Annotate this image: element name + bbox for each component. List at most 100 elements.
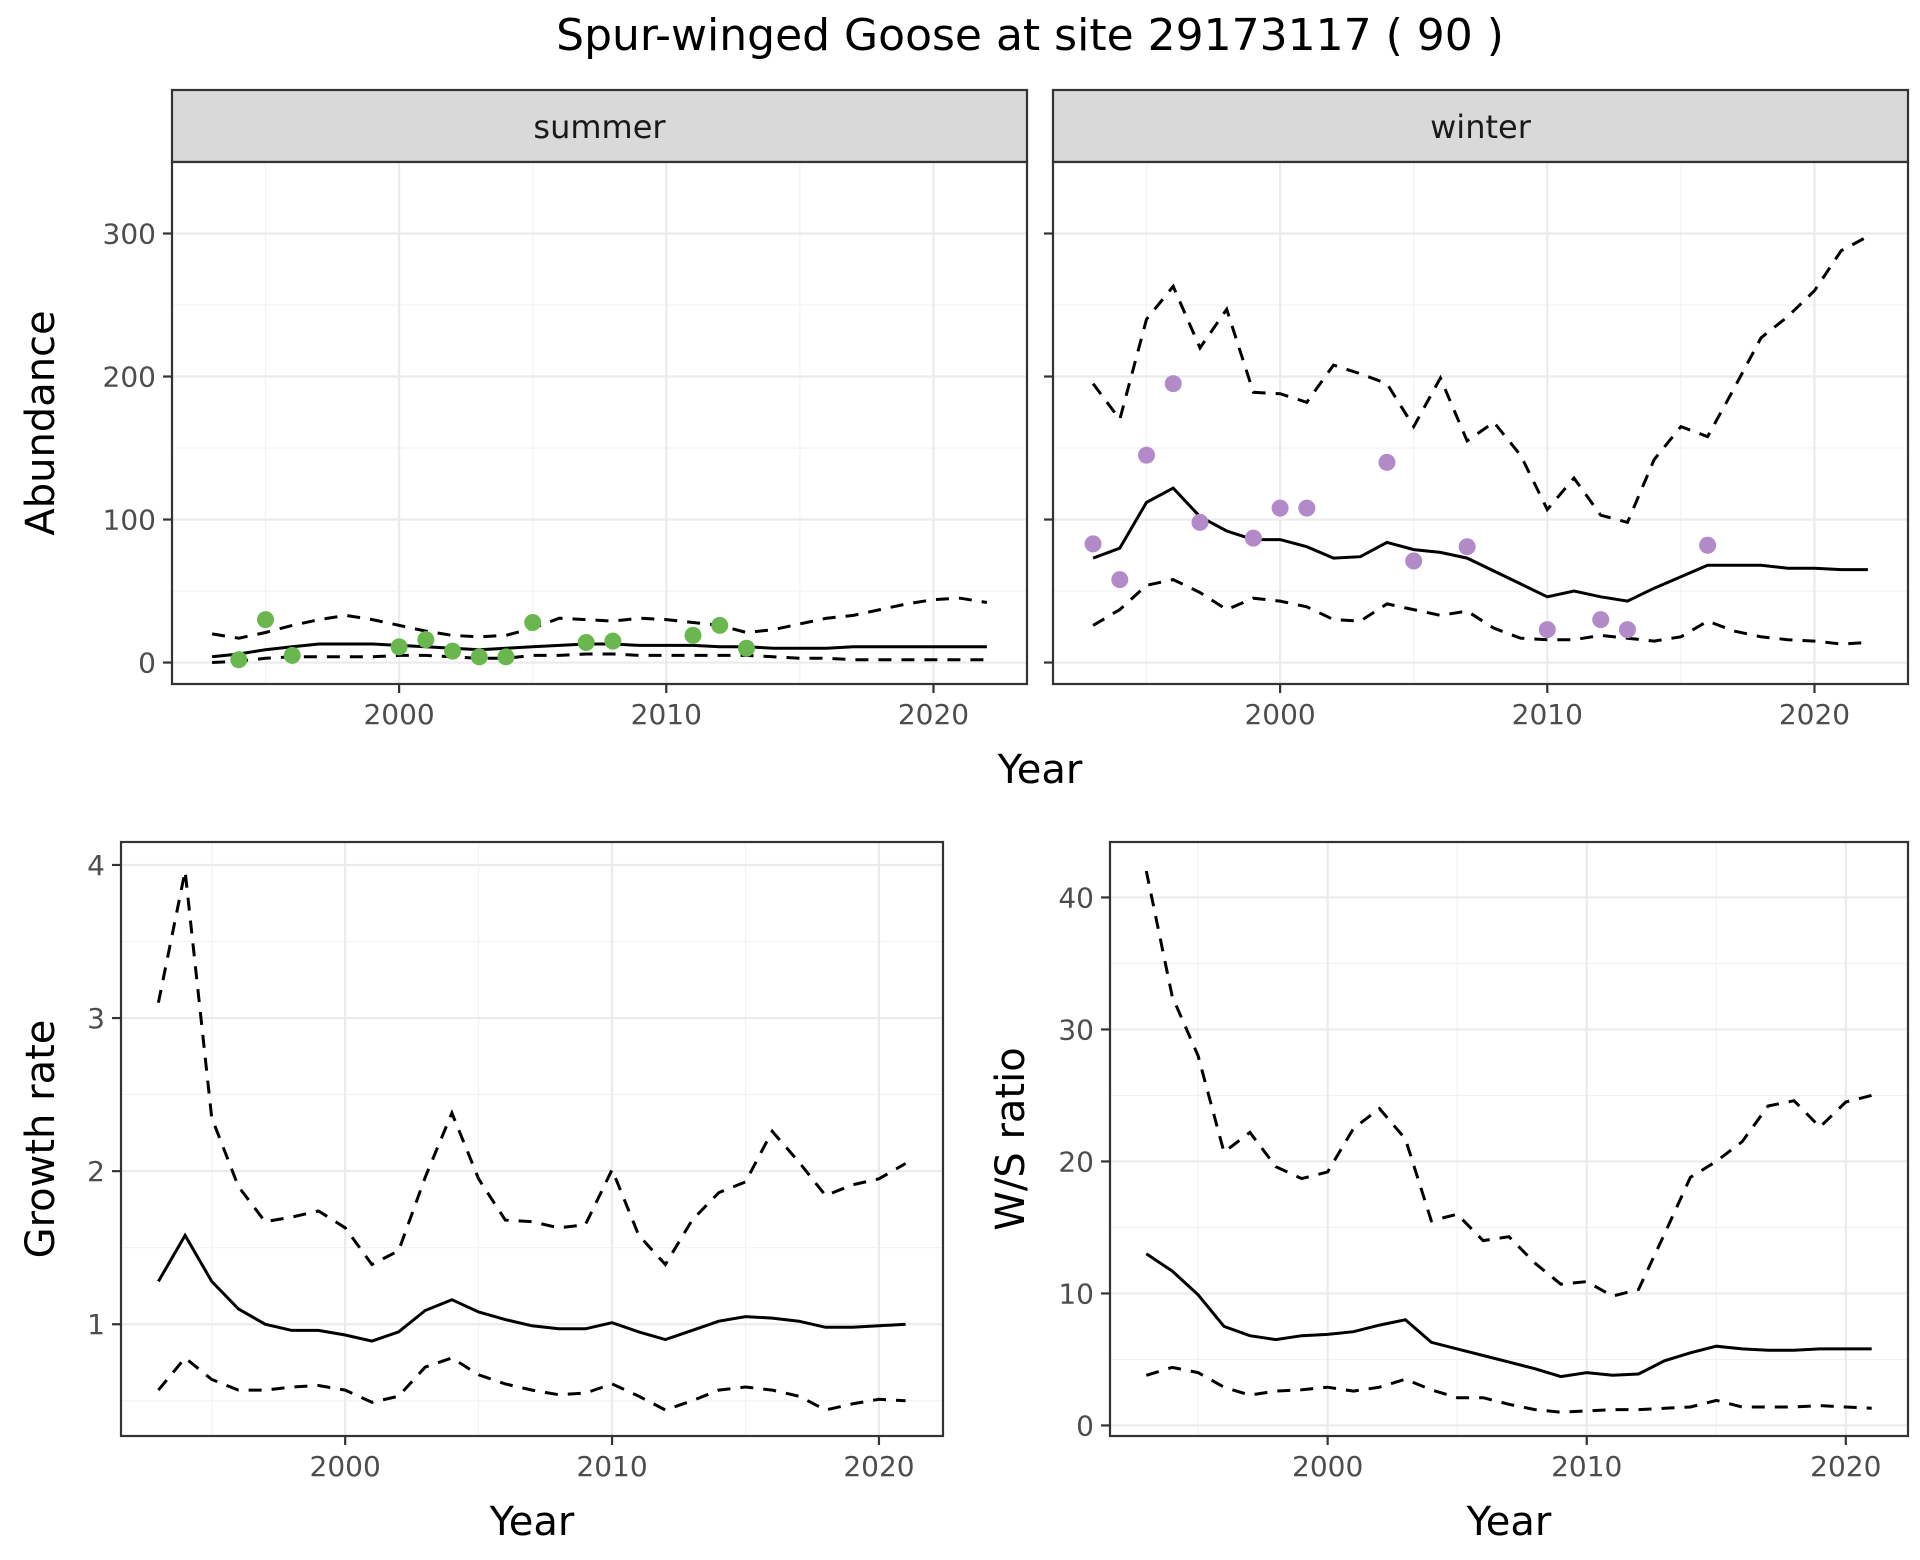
series-lines: [1144, 870, 1873, 1414]
panel-growth-rate: 2000 2010 2020 1 2 3 4: [87, 840, 945, 1483]
panel-abundance-winter: winter 2000 2010 2020: [1044, 88, 1910, 731]
series-line-upper: [156, 870, 907, 1267]
y-tick-label: 30: [1058, 1013, 1094, 1046]
series-line-mean: [157, 1232, 906, 1343]
y-tick-label: 40: [1058, 881, 1094, 914]
data-point-summer: [577, 634, 595, 652]
series-line-upper: [1091, 235, 1869, 525]
x-tick-label: 2000: [310, 1450, 381, 1483]
chart-title: Spur-winged Goose at site 29173117 ( 90 …: [556, 10, 1504, 61]
y-tick-label: 1: [87, 1308, 105, 1341]
y-axis-title-growth: Growth rate: [18, 1020, 64, 1259]
y-tick-label: 200: [103, 361, 156, 394]
axes: 2000 2010 2020: [1044, 232, 1850, 731]
data-point-winter: [1084, 535, 1102, 553]
x-tick-label: 2010: [631, 698, 702, 731]
series-lines: [211, 596, 988, 664]
data-point-winter: [1378, 453, 1396, 471]
y-tick-label: 100: [103, 504, 156, 537]
data-point-summer: [684, 626, 702, 644]
data-point-winter: [1298, 499, 1316, 517]
data-point-summer: [390, 638, 408, 656]
grid: [1053, 162, 1908, 684]
strip-label-summer: summer: [533, 108, 666, 146]
panel-border: [119, 840, 945, 1438]
data-point-summer: [497, 648, 515, 666]
strip-label-winter: winter: [1430, 108, 1532, 146]
data-point-winter: [1538, 621, 1556, 639]
axes: 2000 2010 2020 0 100 200 300: [103, 218, 970, 731]
x-axis-title-ws: Year: [1466, 1499, 1552, 1545]
data-point-summer: [444, 642, 462, 660]
y-tick-label: 10: [1058, 1277, 1094, 1310]
observed-points: [1084, 375, 1717, 639]
x-axis-title-growth: Year: [489, 1499, 575, 1545]
panel-background: [1110, 842, 1908, 1436]
series-line-mean: [1145, 1252, 1872, 1379]
grid: [1110, 842, 1908, 1436]
data-point-winter: [1191, 513, 1209, 531]
panel-background: [172, 162, 1027, 684]
panel-border: [1051, 160, 1910, 686]
data-point-winter: [1458, 538, 1476, 556]
data-point-winter: [1271, 499, 1289, 517]
data-point-summer: [230, 651, 248, 669]
data-point-winter: [1405, 552, 1423, 570]
y-tick-label: 3: [87, 1002, 105, 1035]
y-tick-label: 4: [87, 849, 105, 882]
y-tick-label: 0: [138, 647, 156, 680]
x-tick-label: 2000: [1292, 1450, 1363, 1483]
axes: 2000 2010 2020 1 2 3 4: [87, 849, 914, 1483]
series-line-mean: [1092, 486, 1868, 603]
series-line-upper: [1144, 870, 1873, 1298]
grid: [121, 842, 943, 1436]
data-point-summer: [604, 632, 622, 650]
strip-summer: [170, 88, 1029, 164]
data-point-summer: [257, 611, 275, 629]
data-point-summer: [737, 639, 755, 657]
x-tick-label: 2000: [363, 698, 434, 731]
y-tick-label: 0: [1076, 1409, 1094, 1442]
axes: 2000 2010 2020 0 10 20 30 40: [1058, 881, 1881, 1483]
data-point-winter: [1111, 571, 1129, 589]
x-axis-title-top: Year: [997, 747, 1083, 793]
panel-background: [121, 842, 943, 1436]
observed-points: [230, 611, 755, 669]
series-line-lower: [157, 1355, 906, 1412]
series-line-lower: [212, 652, 987, 664]
y-tick-label: 2: [87, 1155, 105, 1188]
panel-border: [170, 160, 1029, 686]
x-tick-label: 2010: [576, 1450, 647, 1483]
y-axis-title-abundance: Abundance: [18, 310, 64, 535]
series-line-lower: [1092, 578, 1868, 646]
data-point-winter: [1592, 611, 1610, 629]
data-point-winter: [1618, 621, 1636, 639]
panel-abundance-summer: summer 2000 2010 2020 0 100 200 300: [103, 88, 1029, 731]
data-point-winter: [1699, 536, 1717, 554]
panel-border: [1108, 840, 1910, 1438]
x-tick-label: 2020: [1779, 698, 1850, 731]
data-point-summer: [470, 648, 488, 666]
series-line-mean: [211, 642, 987, 659]
data-point-winter: [1164, 375, 1182, 393]
y-tick-label: 20: [1058, 1145, 1094, 1178]
data-point-summer: [524, 614, 542, 632]
panel-background: [1053, 162, 1908, 684]
y-axis-title-ws: W/S ratio: [988, 1047, 1034, 1230]
x-tick-label: 2020: [1810, 1450, 1881, 1483]
x-tick-label: 2020: [898, 698, 969, 731]
data-point-summer: [711, 616, 729, 634]
series-line-upper: [211, 596, 988, 640]
x-tick-label: 2010: [1512, 698, 1583, 731]
series-line-lower: [1145, 1365, 1872, 1414]
series-lines: [156, 870, 907, 1412]
data-point-winter: [1138, 446, 1156, 464]
x-tick-label: 2020: [843, 1450, 914, 1483]
x-tick-label: 2000: [1244, 698, 1315, 731]
strip-winter: [1051, 88, 1910, 164]
data-point-summer: [283, 646, 301, 664]
series-lines: [1091, 235, 1869, 646]
data-point-winter: [1244, 529, 1262, 547]
panel-ws-ratio: 2000 2010 2020 0 10 20 30 40: [1058, 840, 1910, 1483]
